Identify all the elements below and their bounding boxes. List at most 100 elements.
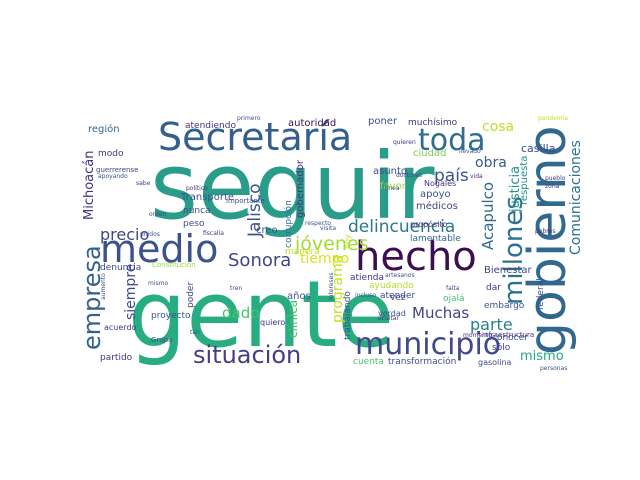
word-doctores: doctores xyxy=(396,172,422,179)
word-tan: tan xyxy=(190,329,200,336)
word-atender: atender xyxy=(380,291,416,301)
word-manera: manera xyxy=(285,247,320,257)
word-jalisco: Jalisco xyxy=(245,184,265,238)
word-atendiendo: atendiendo xyxy=(185,121,236,131)
word-justicia: justicia xyxy=(508,166,523,213)
word-importante: importante xyxy=(226,197,265,205)
word-empresa: empresa xyxy=(78,245,106,350)
word-gobernador: gobernador xyxy=(295,159,306,218)
word-llevado: llevado xyxy=(459,148,481,155)
word-gobierno: gobierno xyxy=(518,125,578,355)
word-atienda: atienda xyxy=(350,273,384,283)
word-nunca: nunca xyxy=(183,206,211,216)
word-federal: federal xyxy=(536,278,546,310)
word-gente: gente xyxy=(128,261,394,368)
word-infraestructura: infraestructura xyxy=(482,331,534,339)
word-region: región xyxy=(88,123,120,135)
word-transporte: Transporte xyxy=(180,192,234,203)
word-denuncia: denuncia xyxy=(100,263,141,273)
word-verdad: verdad xyxy=(378,309,406,318)
word-casilla: casilla xyxy=(521,142,555,155)
word-dado: dado xyxy=(222,304,259,322)
word-secretaria: Secretaría xyxy=(158,115,352,159)
word-comunicaciones: Comunicaciones xyxy=(568,140,584,255)
word-proyecto: proyecto xyxy=(151,311,191,321)
word-apoyo: apoyo xyxy=(420,189,451,200)
word-sabe: sabe xyxy=(136,180,151,187)
word-medicos: médicos xyxy=(416,200,458,212)
word-incluso: incluso xyxy=(355,292,376,299)
word-clinica: clínica xyxy=(286,300,300,338)
word-situacion: situación xyxy=(193,341,301,369)
word-toda: toda xyxy=(418,123,486,158)
word-precio: precio xyxy=(100,225,149,244)
word-medio: medio xyxy=(100,227,218,271)
word-jovenes: jóvenes xyxy=(294,233,368,255)
word-municipio: municipio xyxy=(355,327,501,362)
word-primero: primero xyxy=(237,115,261,122)
word-unidos: unidos xyxy=(140,231,160,238)
word-nogales: Nogales xyxy=(424,179,456,188)
word-tiempo: tiempo xyxy=(300,251,349,267)
word-corrupcion: corrupción xyxy=(283,200,294,248)
word-vida: vida xyxy=(470,173,483,180)
word-linea: línea xyxy=(385,185,400,192)
word-modo: modo xyxy=(98,149,124,159)
word-ojala: ojalá xyxy=(443,294,465,304)
word-obra: obra xyxy=(475,155,507,171)
word-fiscalia: fiscalía xyxy=(203,230,224,237)
word-guerrerense: guerrerense xyxy=(96,166,138,174)
word-lamentable: lamentable xyxy=(410,234,461,244)
word-falta: falta xyxy=(446,285,460,292)
word-programa: programa xyxy=(330,255,346,323)
word-seguir: seguir xyxy=(150,133,435,240)
word-zona: zona xyxy=(545,183,560,190)
word-grupo: Grupo xyxy=(151,336,172,344)
word-muchas: Muchas xyxy=(412,304,469,322)
word-transformacion: transformación xyxy=(388,356,456,367)
word-autoridad: autoridad xyxy=(288,118,336,129)
word-momento: momento xyxy=(463,332,492,339)
word-dar: dar xyxy=(486,283,501,293)
word-hecho: hecho xyxy=(355,234,477,280)
word-trabajando: trabajando xyxy=(343,291,353,340)
word-bienestar: Bienestar xyxy=(484,265,533,276)
word-delincuencia: delincuencia xyxy=(348,217,455,237)
word-pais: país xyxy=(434,166,469,186)
word-partido: partido xyxy=(100,353,133,363)
word-pandemia: pandemia xyxy=(538,115,568,122)
word-apoyando: apoyando xyxy=(98,173,128,180)
word-sonora: Sonora xyxy=(228,250,291,271)
word-ayudando: ayudando xyxy=(369,281,414,291)
word-solo: sólo xyxy=(492,342,511,353)
word-pueblo: pueblo xyxy=(545,175,566,182)
word-michoacan: Michoacán xyxy=(82,151,97,221)
word-cosa: cosa xyxy=(482,119,514,135)
word-tren: tren xyxy=(230,285,242,292)
word-proposito: propósito xyxy=(410,219,448,229)
word-creo: creo xyxy=(256,225,278,236)
word-respuesta: respuesta xyxy=(519,156,530,205)
word-millones: millones xyxy=(499,196,529,305)
word-personas: personas xyxy=(540,365,567,372)
word-mismo-small: mismo xyxy=(148,280,168,287)
word-hoy: hoy xyxy=(343,234,352,249)
word-orden: orden xyxy=(149,211,167,218)
word-respecto: respecto xyxy=(305,220,331,227)
word-vez: vez xyxy=(390,293,406,303)
word-favor: favor xyxy=(380,181,407,192)
word-visita: visita xyxy=(320,225,336,232)
word-anos: años xyxy=(287,291,311,302)
word-poner: poner xyxy=(368,116,398,127)
word-embargo: embargo xyxy=(484,301,525,311)
word-siempre: siempre xyxy=(123,264,139,320)
word-pobres: pobres xyxy=(535,228,555,235)
word-ciudad: ciudad xyxy=(413,148,446,159)
word-peso: peso xyxy=(183,219,205,229)
word-constitucion: Constitución xyxy=(152,261,196,269)
word-politico: político xyxy=(186,185,208,192)
word-aumento: aumento xyxy=(100,273,107,300)
word-quiero: quiero xyxy=(260,318,285,327)
word-parte: parte xyxy=(470,315,513,334)
